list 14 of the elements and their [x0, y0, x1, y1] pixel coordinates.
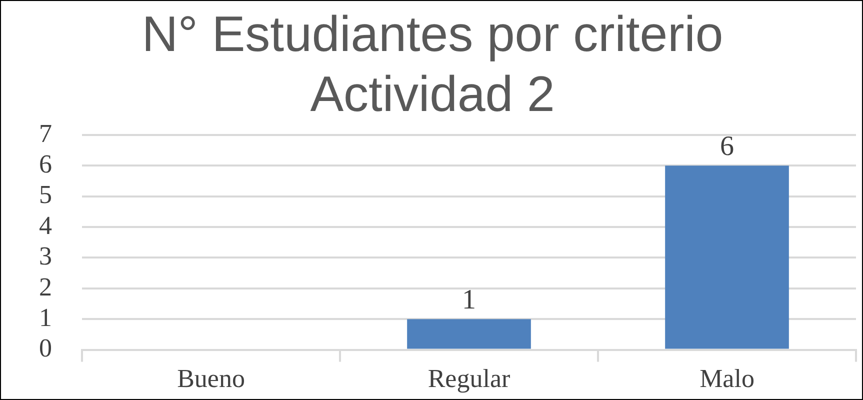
x-tick-label: Malo: [700, 364, 754, 394]
y-tick-label: 0: [39, 334, 52, 363]
y-tick-label: 5: [39, 180, 52, 210]
data-label: 6: [720, 131, 734, 162]
x-tick-label: Bueno: [177, 364, 245, 394]
y-tick-label: 4: [39, 210, 52, 240]
y-tick-label: 3: [39, 242, 52, 271]
data-label: 1: [462, 284, 476, 316]
chart-title: N° Estudiantes por criterio Actividad 2: [142, 6, 724, 122]
x-tick-label: Regular: [428, 364, 510, 394]
y-tick-label: 1: [39, 302, 52, 332]
y-tick-label: 6: [39, 150, 52, 179]
y-tick-label: 2: [39, 272, 52, 302]
y-tick-label: 7: [39, 118, 52, 148]
